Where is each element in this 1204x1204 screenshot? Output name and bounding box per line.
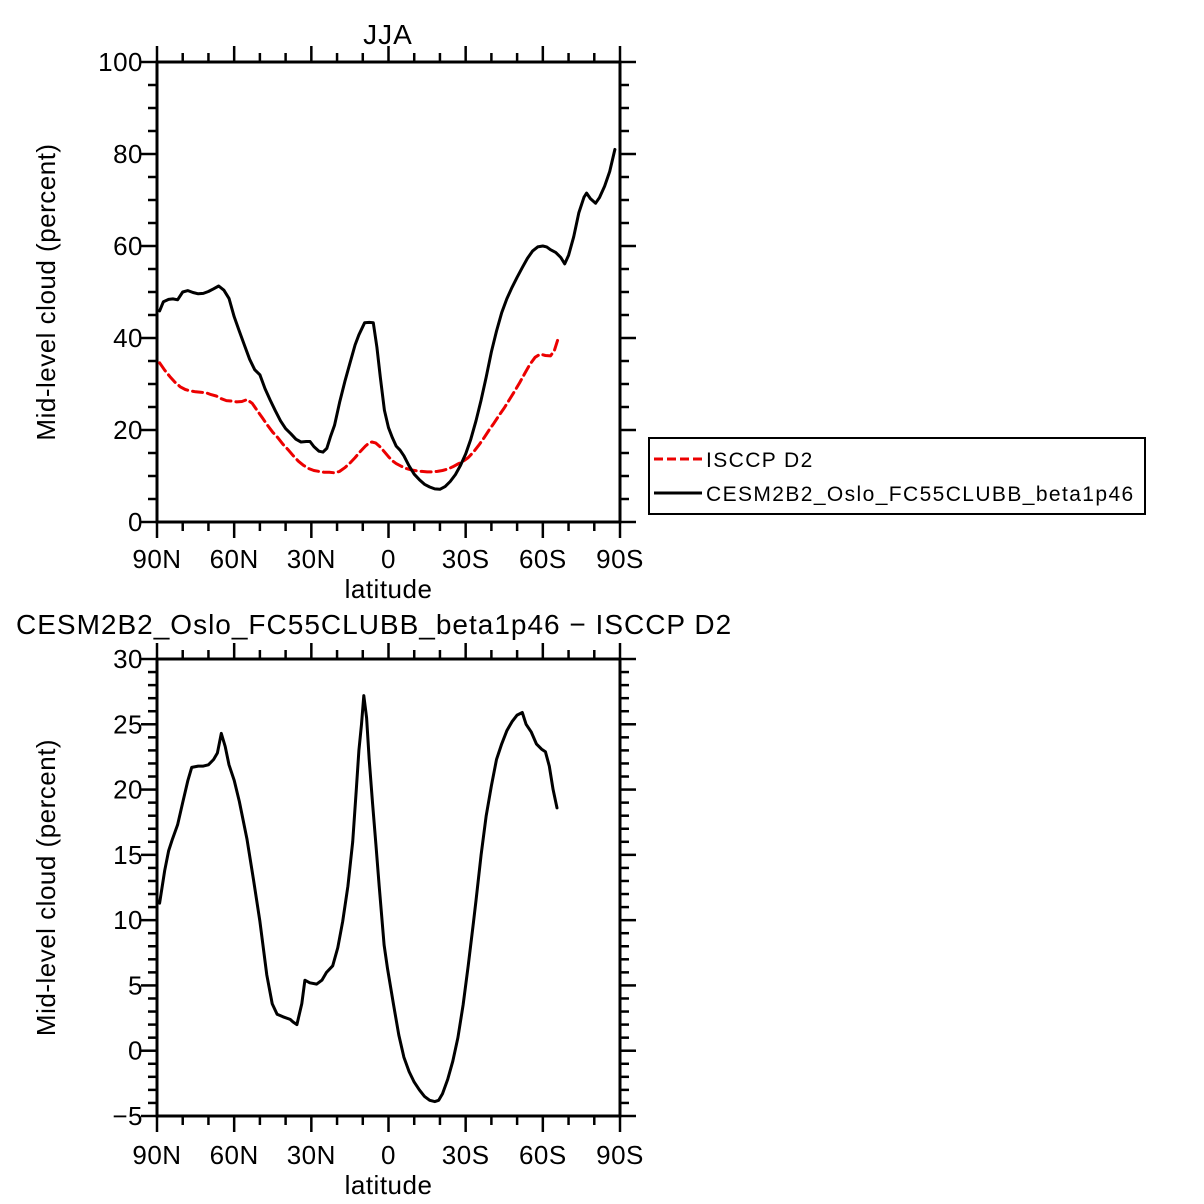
- y-tick-label: 10: [113, 905, 143, 935]
- legend: ISCCP D2 CESM2B2_Oslo_FC55CLUBB_beta1p46: [648, 437, 1146, 515]
- isccp-d2-line: [158, 336, 560, 475]
- y-tick-label: 30: [113, 644, 143, 674]
- x-tick-label: 0: [381, 544, 396, 574]
- x-tick-label: 90S: [596, 1140, 644, 1170]
- top-panel: 90N 60N 30N 0 30S 60S 90S 0 20 40 60 80 100 JJA latitu…: [31, 19, 644, 604]
- x-tick-label: 30S: [442, 1140, 490, 1170]
- y-tick-label: 60: [113, 231, 143, 261]
- x-tick-label: 60N: [210, 544, 259, 574]
- axis-frame: [155, 657, 622, 1118]
- y-tick-label: 0: [128, 1036, 143, 1066]
- y-tick-label: −5: [112, 1101, 143, 1131]
- y-tick-label: 25: [113, 709, 143, 739]
- legend-box: [648, 437, 1146, 515]
- x-tick-label: 0: [381, 1140, 396, 1170]
- difference-line: [158, 694, 559, 1104]
- x-tick-label: 90N: [132, 544, 181, 574]
- y-tick-label: 15: [113, 840, 143, 870]
- y-axis-label: Mid-level cloud (percent): [31, 143, 61, 440]
- x-axis-label: latitude: [345, 574, 433, 604]
- legend-label: CESM2B2_Oslo_FC55CLUBB_beta1p46: [706, 483, 1135, 506]
- legend-label: ISCCP D2: [706, 449, 814, 472]
- y-tick-label: 40: [113, 323, 143, 353]
- bottom-panel: 90N 60N 30N 0 30S 60S 90S −5 0 5 10 15 20 25 30 CESM2B2…: [16, 609, 732, 1200]
- x-tick-label: 60S: [519, 544, 567, 574]
- cesm2b2-oslo-fc55clubb-beta1p46-line: [158, 147, 617, 491]
- x-tick-label: 90N: [132, 1140, 181, 1170]
- y-axis-label: Mid-level cloud (percent): [31, 739, 61, 1036]
- panel-title: CESM2B2_Oslo_FC55CLUBB_beta1p46 − ISCCP …: [16, 609, 732, 640]
- x-tick-label: 90S: [596, 544, 644, 574]
- y-tick-label: 20: [113, 415, 143, 445]
- y-tick-label: 0: [128, 507, 143, 537]
- y-tick-label: 20: [113, 775, 143, 805]
- y-tick-label: 5: [128, 970, 143, 1000]
- y-tick-label: 100: [98, 47, 143, 77]
- panel-title: JJA: [363, 19, 413, 50]
- x-tick-label: 30N: [287, 544, 336, 574]
- x-tick-label: 60S: [519, 1140, 567, 1170]
- x-tick-label: 30N: [287, 1140, 336, 1170]
- x-tick-label: 60N: [210, 1140, 259, 1170]
- x-tick-label: 30S: [442, 544, 490, 574]
- x-axis-label: latitude: [345, 1170, 433, 1200]
- y-tick-label: 80: [113, 139, 143, 169]
- axis-frame: [155, 60, 622, 524]
